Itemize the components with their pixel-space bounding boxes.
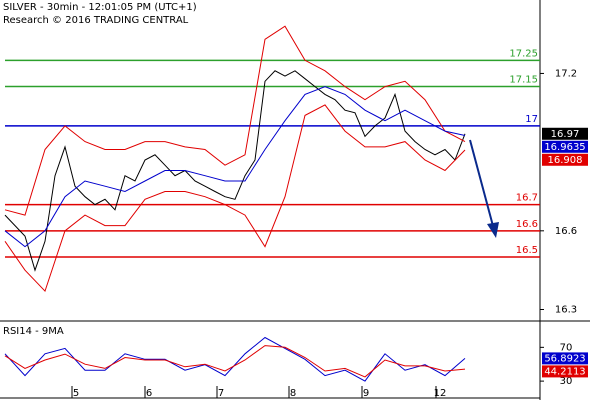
level-label: 16.7 xyxy=(516,193,538,204)
value-box-label: 44.2113 xyxy=(544,366,585,377)
value-box-label: 16.908 xyxy=(548,155,583,166)
x-tick-label: 6 xyxy=(146,388,152,399)
y-tick-label: 16.6 xyxy=(555,226,577,237)
value-box-label: 16.9635 xyxy=(544,142,585,153)
value-box xyxy=(542,127,588,140)
level-label: 17.25 xyxy=(509,48,538,59)
value-box xyxy=(542,140,588,153)
x-tick-label: 8 xyxy=(290,388,296,399)
y-tick-label: 16.3 xyxy=(555,305,577,316)
level-label: 17.15 xyxy=(509,75,538,86)
x-tick-label: 5 xyxy=(73,388,79,399)
value-box xyxy=(542,153,588,166)
chart-subtitle: Research © 2016 TRADING CENTRAL xyxy=(3,15,189,26)
series-line xyxy=(4,336,466,382)
x-tick-label: 12 xyxy=(434,388,447,399)
x-tick-label: 7 xyxy=(218,388,224,399)
forecast-arrowhead xyxy=(487,222,499,238)
value-box xyxy=(542,365,588,378)
level-label: 17 xyxy=(525,114,538,125)
chart-title: SILVER - 30min - 12:01:05 PM (UTC+1) xyxy=(3,2,197,13)
y-tick-label: 70 xyxy=(560,342,573,353)
level-label: 16.5 xyxy=(516,245,538,256)
plots: 17.2 16.6 16.3 5 6 7 8 9 12 17.25 17.15 17 16.7 16.6 1… xyxy=(4,25,588,399)
series-line xyxy=(4,104,466,293)
x-tick-label: 9 xyxy=(363,388,369,399)
level-label: 16.6 xyxy=(516,219,538,230)
value-box-label: 16.97 xyxy=(551,129,580,140)
value-box-label: 56.8923 xyxy=(544,353,585,364)
series-line xyxy=(4,345,466,378)
forecast-arrow xyxy=(469,139,494,227)
y-tick-label: 30 xyxy=(560,376,573,387)
value-box xyxy=(542,352,588,365)
y-tick-label: 17.2 xyxy=(555,68,577,79)
series-line xyxy=(4,86,466,248)
series-line xyxy=(4,25,466,216)
panel-title: RSI14 - 9MA xyxy=(3,326,64,337)
series-line xyxy=(4,70,466,272)
